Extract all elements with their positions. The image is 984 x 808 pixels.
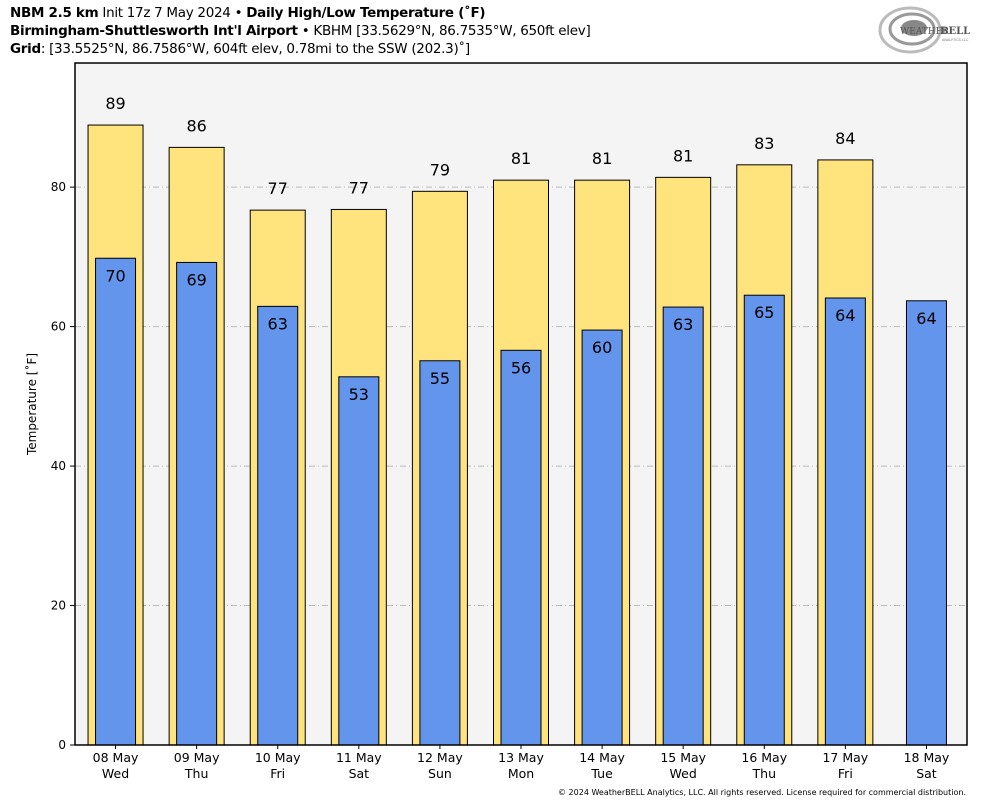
separator: •: [301, 23, 310, 39]
svg-text:WEATHER: WEATHER: [900, 27, 949, 37]
x-tick-day: Wed: [670, 766, 697, 781]
x-tick-day: Thu: [752, 766, 776, 781]
y-tick-label: 40: [51, 459, 66, 473]
low-bar: [419, 360, 461, 746]
x-tick-date: 09 May: [174, 750, 220, 765]
svg-text:BELL: BELL: [940, 26, 970, 37]
high-label: 81: [592, 149, 612, 168]
low-label: 64: [835, 306, 855, 325]
station-name: Birmingham-Shuttlesworth Int'l Airport: [10, 23, 298, 39]
x-tick-date: 16 May: [741, 750, 787, 765]
header-line-1: NBM 2.5 km Init 17z 7 May 2024 • Daily H…: [10, 5, 486, 21]
copyright-notice: © 2024 WeatherBELL Analytics, LLC. All r…: [558, 788, 966, 797]
high-label: 89: [105, 94, 125, 113]
x-tick-day: Sat: [349, 766, 370, 781]
y-axis-label: Temperature [˚F]: [24, 353, 39, 456]
high-label: 84: [835, 129, 855, 148]
low-bar: [824, 297, 866, 746]
low-label: 63: [673, 315, 693, 334]
y-tick-label: 60: [51, 320, 66, 334]
low-bar: [581, 329, 623, 746]
x-tick-day: Wed: [102, 766, 129, 781]
high-label: 83: [754, 134, 774, 153]
init-time: Init 17z 7 May 2024: [102, 5, 231, 21]
low-bar: [500, 349, 542, 746]
low-bar: [257, 305, 299, 746]
low-label: 60: [592, 338, 612, 357]
low-label: 63: [268, 314, 288, 333]
x-tick-day: Sun: [428, 766, 452, 781]
x-tick-day: Sat: [916, 766, 937, 781]
x-tick-date: 15 May: [660, 750, 706, 765]
low-label: 55: [430, 369, 450, 388]
x-tick-date: 17 May: [822, 750, 868, 765]
y-tick-label: 20: [51, 599, 66, 613]
x-tick-day: Tue: [590, 766, 613, 781]
high-label: 79: [430, 160, 450, 179]
x-tick-day: Fri: [838, 766, 853, 781]
low-bar: [743, 294, 785, 746]
x-tick-date: 10 May: [255, 750, 301, 765]
station-info: KBHM [33.5629°N, 86.7535°W, 650ft elev]: [313, 23, 591, 39]
x-tick-date: 12 May: [417, 750, 463, 765]
separator: •: [234, 5, 243, 21]
low-label: 64: [916, 309, 936, 328]
weatherbell-logo: WEATHER BELL ANALYTICS LLC: [878, 6, 970, 54]
grid-info: : [33.5525°N, 86.7586°W, 604ft elev, 0.7…: [40, 41, 470, 57]
low-label: 69: [186, 270, 206, 289]
high-label: 86: [186, 116, 206, 135]
x-tick-day: Mon: [508, 766, 534, 781]
x-tick-day: Fri: [270, 766, 285, 781]
low-label: 65: [754, 303, 774, 322]
plot-frame: [74, 62, 968, 746]
y-tick-label: 80: [51, 180, 66, 194]
high-label: 77: [268, 179, 288, 198]
y-tick-label: 0: [58, 738, 66, 752]
header-line-2: Birmingham-Shuttlesworth Int'l Airport •…: [10, 23, 591, 39]
high-label: 77: [349, 178, 369, 197]
low-bar: [338, 376, 380, 746]
x-tick-date: 14 May: [579, 750, 625, 765]
x-tick-date: 11 May: [336, 750, 382, 765]
svg-text:ANALYTICS LLC: ANALYTICS LLC: [942, 38, 969, 42]
x-tick-date: 18 May: [904, 750, 950, 765]
low-bar: [95, 257, 137, 746]
low-bar: [662, 306, 704, 746]
high-label: 81: [511, 149, 531, 168]
x-tick-date: 13 May: [498, 750, 544, 765]
x-tick-date: 08 May: [93, 750, 139, 765]
x-tick-day: Thu: [184, 766, 208, 781]
high-label: 81: [673, 146, 693, 165]
grid-label: Grid: [10, 41, 41, 57]
low-bar: [905, 300, 947, 746]
product-title: Daily High/Low Temperature (˚F): [246, 5, 486, 21]
low-label: 56: [511, 358, 531, 377]
header-line-3: Grid: [33.5525°N, 86.7586°W, 604ft elev,…: [10, 41, 470, 57]
model-name: NBM 2.5 km: [10, 5, 99, 21]
low-bar: [176, 261, 218, 746]
low-label: 53: [349, 385, 369, 404]
low-label: 70: [105, 266, 125, 285]
